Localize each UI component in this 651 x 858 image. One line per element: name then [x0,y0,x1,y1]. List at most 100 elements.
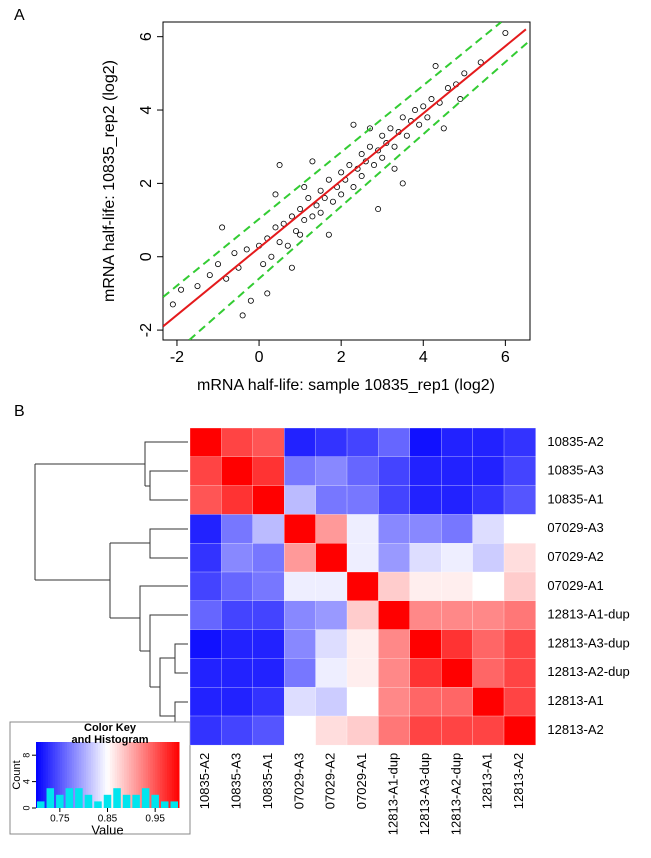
x-axis-label: mRNA half-life: sample 10835_rep1 (log2) [197,377,495,394]
color-key-gradient [76,742,80,808]
color-key-gradient [86,742,89,808]
heatmap-cell [441,629,474,659]
panel-label: A [14,7,25,24]
heatmap-cell [503,658,536,688]
heatmap-cell [409,514,442,544]
point [444,85,451,92]
row-label: 12813-A2-dup [547,664,629,679]
heatmap-cell [315,485,348,515]
color-key-gradient [36,742,39,808]
heatmap-cell [503,543,536,573]
heatmap-cell [315,715,348,746]
histogram-bar [103,794,112,808]
color-key-gradient [140,742,144,808]
dendrogram [34,441,188,731]
heatmap-cell [378,427,411,458]
heatmap-cell [189,629,222,659]
heatmap-cell [503,715,536,746]
heatmap-cell [221,687,254,717]
point [317,209,324,216]
point [424,114,431,121]
heatmap-cell [472,514,505,544]
heatmap-cell [221,514,254,544]
heatmap-cell [315,514,348,544]
reference-line [163,28,527,328]
y-tick-label: 0 [138,252,155,261]
y-tick-label: 6 [138,32,155,41]
color-key-gradient [145,742,149,808]
point [194,283,201,290]
heatmap-cell [189,485,222,515]
row-label: 12813-A2 [547,722,603,737]
histogram-bar [56,794,64,808]
color-key-gradient [47,742,51,808]
point [276,162,283,169]
point [350,184,357,191]
heatmap-cell [472,456,505,487]
heatmap-cell [189,456,222,487]
point [457,96,464,103]
color-key-gradient [150,742,154,808]
heatmap-cell [472,571,505,602]
point [284,242,291,249]
heatmap-cell [189,427,222,458]
color-key-gradient [128,742,132,808]
point [391,143,398,150]
point [375,206,382,213]
heatmap-cell [441,427,474,458]
col-label: 07029-A3 [291,753,306,809]
point [399,114,406,121]
heatmap-cell [503,629,536,659]
heatmap-cell [378,514,411,544]
point [272,224,279,231]
heatmap-cell [472,629,505,659]
heatmap-cell [284,687,317,717]
color-key-gradient [69,742,73,808]
heatmap-cell [221,543,254,573]
color-key-gradient [109,742,113,808]
key-x-tick-label: 0.75 [50,814,70,825]
heatmap-cell [252,427,285,458]
color-key-gradient [102,742,106,808]
row-label: 10835-A3 [547,463,603,478]
heatmap-cell [346,514,379,544]
heatmap-cell [221,427,254,458]
y-axis-label: mRNA half-life: 10835_rep2 (log2) [101,60,118,302]
color-key-gradient [143,742,147,808]
point [371,162,378,169]
heatmap-cell [315,687,348,717]
heatmap-cell [378,571,411,602]
heatmap-cell [284,514,317,544]
color-key-gradient [66,742,70,808]
color-key-gradient [157,742,161,808]
heatmap-cell [315,629,348,659]
color-key-gradient [93,742,97,808]
heatmap-cell [346,485,379,515]
heatmap-cell [378,543,411,573]
color-key-gradient [148,742,151,808]
point [416,121,423,128]
point [231,250,238,257]
color-key-gradient [126,742,130,808]
heatmap-cell [409,485,442,515]
col-label: 10835-A3 [229,753,244,809]
point [239,312,246,319]
point [477,59,484,66]
point [358,173,365,180]
point [243,246,250,253]
point [420,103,427,110]
color-key-gradient [136,742,139,808]
point [272,191,279,198]
color-key-gradient [171,742,175,808]
heatmap-cell [472,600,505,631]
point [383,140,390,147]
heatmap-cell [472,427,505,458]
x-tick-label: 6 [501,349,510,366]
x-tick-label: -2 [170,349,184,366]
point [358,151,365,158]
col-label: 12813-A2-dup [448,753,463,835]
color-key-gradient [45,742,49,808]
heatmap-cell [441,456,474,487]
point [338,191,345,198]
heatmap-cell [252,658,285,688]
